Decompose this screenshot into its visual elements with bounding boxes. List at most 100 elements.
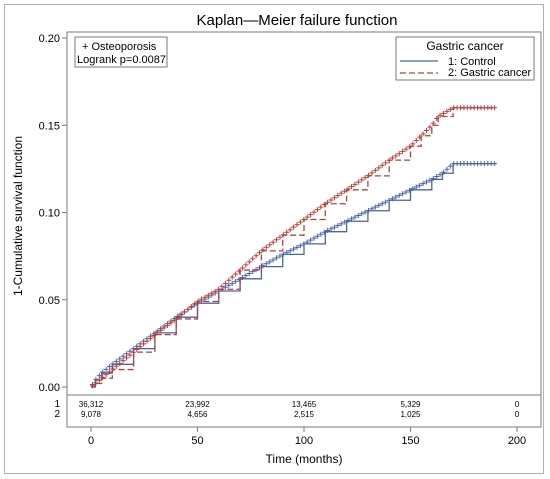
censor-mark-0-60 (294, 244, 300, 250)
censor-mark-1-10 (124, 355, 130, 361)
censor-mark-0-104 (444, 166, 450, 172)
censor-mark-1-99 (427, 124, 433, 130)
censor-mark-1-102 (437, 112, 443, 118)
censor-mark-0-74 (342, 219, 348, 225)
censor-mark-0-97 (420, 181, 426, 187)
censor-mark-1-81 (366, 172, 372, 178)
censor-mark-1-118 (492, 105, 498, 111)
censor-mark-0-66 (314, 233, 320, 239)
censor-mark-1-80 (362, 175, 368, 181)
censor-mark-1-1 (93, 380, 99, 386)
censor-mark-0-47 (250, 269, 256, 275)
censor-mark-1-46 (246, 259, 252, 265)
censor-mark-1-8 (117, 360, 123, 366)
censor-mark-0-5 (107, 364, 113, 370)
censor-mark-0-58 (287, 248, 293, 254)
censor-mark-1-83 (372, 167, 378, 173)
censor-mark-0-90 (396, 192, 402, 198)
chart-title: Kaplan—Meier failure function (197, 12, 398, 29)
risk-count-1-1: 4,656 (187, 410, 208, 419)
censor-mark-1-11 (127, 352, 133, 358)
censor-mark-1-101 (434, 116, 440, 122)
censor-mark-1-6 (110, 366, 116, 372)
censor-mark-1-59 (291, 224, 297, 230)
risk-count-0-0: 36,312 (79, 400, 104, 409)
censor-mark-1-84 (376, 165, 382, 171)
censor-mark-0-80 (362, 209, 368, 215)
censor-mark-0-101 (434, 174, 440, 180)
risk-count-1-3: 1,025 (400, 410, 421, 419)
x-axis-label: Time (months) (266, 452, 343, 466)
risk-row-label-1: 2 (54, 409, 60, 420)
censor-mark-1-105 (447, 106, 453, 112)
censor-mark-1-71 (331, 195, 337, 201)
censor-mark-0-79 (359, 211, 365, 217)
censor-mark-1-41 (229, 274, 235, 280)
censor-mark-1-92 (403, 146, 409, 152)
censor-mark-1-54 (274, 237, 280, 243)
censor-mark-0-6 (110, 361, 116, 367)
censor-mark-0-55 (277, 253, 283, 259)
censor-mark-1-0 (89, 383, 95, 389)
censor-mark-1-78 (355, 179, 361, 185)
censor-mark-1-9 (120, 358, 126, 364)
censor-mark-0-57 (284, 249, 290, 255)
censor-mark-1-89 (393, 153, 399, 159)
censor-mark-1-63 (304, 214, 310, 220)
x-tick-label-2: 100 (295, 435, 313, 447)
censor-mark-0-53 (270, 257, 276, 263)
censor-mark-1-96 (417, 134, 423, 140)
censor-mark-0-86 (383, 199, 389, 205)
censor-mark-0-81 (366, 207, 372, 213)
legend-title: Gastric cancer (426, 39, 503, 53)
censor-mark-1-90 (396, 151, 402, 157)
censor-mark-1-82 (369, 170, 375, 176)
censor-mark-1-20 (158, 327, 164, 333)
censor-mark-1-27 (182, 309, 188, 315)
censor-mark-1-48 (253, 253, 259, 259)
series-line-0 (91, 162, 496, 388)
legend-label-gastric: 2: Gastric cancer (448, 67, 531, 79)
censor-mark-1-85 (379, 162, 385, 168)
censor-mark-1-3 (100, 374, 106, 380)
censor-mark-1-49 (256, 250, 262, 256)
censor-mark-1-28 (185, 306, 191, 312)
censor-mark-1-4 (103, 372, 109, 378)
censor-mark-0-76 (348, 216, 354, 222)
censor-mark-0-54 (274, 255, 280, 261)
censor-mark-1-38 (219, 283, 225, 289)
censor-mark-0-87 (386, 197, 392, 203)
censor-mark-0-4 (103, 366, 109, 372)
censor-mark-1-58 (287, 227, 293, 233)
censor-mark-1-95 (413, 138, 419, 144)
censor-mark-1-75 (345, 186, 351, 192)
risk-count-0-2: 13,465 (292, 400, 317, 409)
censor-mark-0-95 (413, 184, 419, 190)
censor-mark-1-104 (444, 108, 450, 114)
risk-count-1-4: 0 (515, 410, 520, 419)
censor-mark-0-8 (117, 356, 123, 362)
censor-mark-0-44 (239, 274, 245, 280)
censor-mark-0-59 (291, 246, 297, 252)
censor-mark-1-43 (236, 268, 242, 274)
censor-mark-1-62 (301, 217, 307, 223)
censor-mark-1-103 (441, 110, 447, 116)
censor-mark-0-105 (447, 163, 453, 169)
censor-mark-1-70 (328, 197, 334, 203)
censor-mark-0-96 (417, 182, 423, 188)
censor-mark-0-85 (379, 201, 385, 207)
censor-mark-1-17 (147, 335, 153, 341)
censor-mark-0-77 (352, 214, 358, 220)
censor-mark-1-25 (175, 315, 181, 321)
censor-mark-1-42 (233, 271, 239, 277)
censor-mark-1-64 (308, 212, 314, 218)
risk-table: 1 36,312 23,992 13,465 5,329 0 2 9,078 4,656 2,51… (54, 399, 519, 420)
censor-mark-0-98 (423, 179, 429, 185)
censor-mark-1-47 (250, 256, 256, 262)
censor-mark-0-3 (100, 369, 106, 375)
censor-mark-1-51 (263, 244, 269, 250)
censor-mark-1-68 (321, 202, 327, 208)
censor-mark-1-39 (222, 280, 228, 286)
censor-mark-1-7 (113, 363, 119, 369)
censor-mark-1-30 (192, 301, 198, 307)
